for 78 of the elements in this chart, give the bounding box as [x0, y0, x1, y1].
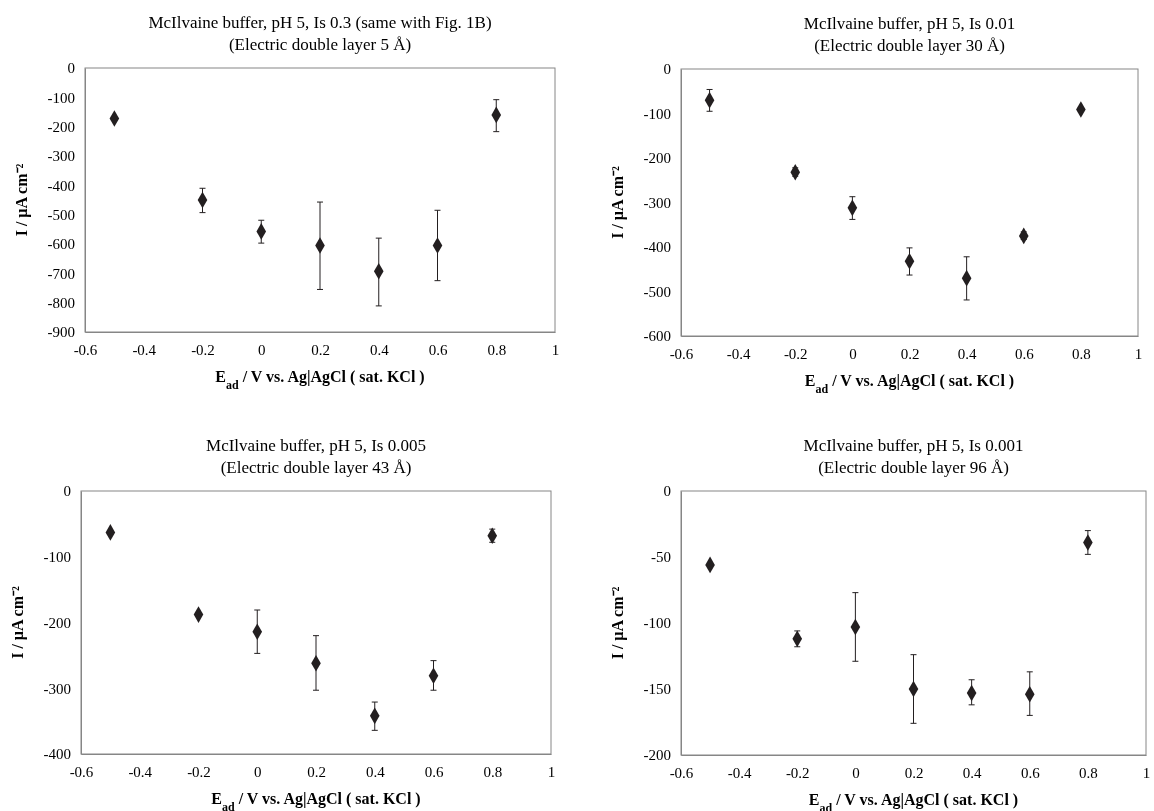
x-tick-label: 0.6 — [1014, 345, 1035, 362]
x-tick-label: -0.4 — [727, 764, 752, 781]
x-tick-label: -0.6 — [73, 341, 98, 358]
x-tick-label: 1 — [547, 763, 556, 780]
x-tick-label: 1 — [1142, 764, 1151, 781]
x-tick-label: 0.4 — [369, 341, 390, 358]
x-tick-label: 0.6 — [428, 341, 448, 358]
y-axis-title: I / μA cm⁻² — [13, 163, 31, 237]
x-tick-label: 0.8 — [1079, 764, 1098, 781]
x-tick-label: 0.6 — [1020, 764, 1041, 781]
x-tick-label: 0 — [852, 764, 860, 781]
x-tick-label: -0.2 — [187, 763, 211, 780]
x-axis-title: E$_{ad}$ / V vs. Ag|AgCl ( sat. KCl ) — [215, 368, 425, 392]
chart-subtitle: (Electric double layer 96 Å) — [818, 458, 1009, 477]
x-tick-label: -0.4 — [726, 345, 751, 362]
x-tick-label: -0.2 — [191, 341, 215, 358]
y-tick-label: -300 — [643, 194, 671, 211]
y-tick-label: -150 — [643, 681, 671, 698]
y-tick-label: -200 — [47, 118, 75, 135]
x-axis-title: E$_{ad}$ / V vs. Ag|AgCl ( sat. KCl ) — [804, 372, 1015, 396]
y-axis-title: I / μA cm⁻² — [9, 585, 27, 659]
y-tick-label: -400 — [643, 239, 671, 256]
y-tick-label: -600 — [47, 236, 75, 253]
chart-title: McIlvaine buffer, pH 5, Is 0.01 — [803, 14, 1016, 33]
y-tick-label: 0 — [663, 61, 671, 78]
x-axis-title: E$_{ad}$ / V vs. Ag|AgCl ( sat. KCl ) — [211, 790, 421, 811]
y-tick-label: 0 — [663, 483, 671, 500]
y-tick-label: -300 — [47, 148, 75, 165]
y-tick-label: 0 — [63, 483, 71, 500]
x-tick-label: -0.6 — [669, 764, 694, 781]
chart-title: McIlvaine buffer, pH 5, Is 0.3 (same with Fig. 1B) — [148, 13, 492, 32]
chart-subtitle: (Electric double layer 5 Å) — [228, 35, 412, 54]
x-tick-label: 0.2 — [904, 764, 924, 781]
x-tick-label: -0.2 — [783, 345, 808, 362]
y-tick-label: -200 — [643, 747, 671, 764]
x-tick-label: 1 — [551, 341, 560, 358]
chart-subtitle: (Electric double layer 43 Å) — [220, 458, 412, 477]
y-tick-label: -200 — [43, 614, 71, 631]
chart-title: McIlvaine buffer, pH 5, Is 0.005 — [206, 436, 426, 455]
chart-title: McIlvaine buffer, pH 5, Is 0.001 — [803, 436, 1024, 455]
x-tick-label: 0 — [258, 341, 266, 358]
y-tick-label: -100 — [643, 615, 671, 632]
x-tick-label: 0.2 — [900, 345, 920, 362]
y-axis-title: I / μA cm⁻² — [609, 165, 627, 239]
y-tick-label: -300 — [43, 680, 71, 697]
x-tick-label: 0.4 — [957, 345, 977, 362]
y-tick-label: -100 — [47, 89, 75, 106]
x-tick-label: 1 — [1134, 345, 1143, 362]
y-tick-label: -100 — [643, 105, 671, 122]
x-tick-label: -0.6 — [69, 763, 94, 780]
y-tick-label: -500 — [643, 283, 671, 300]
y-tick-label: -400 — [47, 177, 75, 194]
y-tick-label: -800 — [47, 294, 75, 311]
y-tick-label: -50 — [651, 549, 671, 566]
y-tick-label: -500 — [47, 206, 75, 223]
x-tick-label: 0.8 — [487, 341, 507, 358]
x-tick-label: 0.2 — [311, 341, 330, 358]
y-axis-title: I / μA cm⁻² — [609, 586, 627, 660]
x-tick-label: 0.4 — [962, 764, 982, 781]
x-tick-label: 0.6 — [424, 763, 444, 780]
x-tick-label: -0.4 — [128, 763, 153, 780]
x-tick-label: -0.4 — [132, 341, 157, 358]
x-tick-label: -0.2 — [785, 764, 810, 781]
y-tick-label: 0 — [67, 60, 75, 77]
x-tick-label: 0.4 — [365, 763, 386, 780]
y-tick-label: -900 — [47, 324, 75, 341]
x-tick-label: 0.2 — [307, 763, 326, 780]
x-tick-label: 0 — [849, 345, 857, 362]
x-tick-label: 0.8 — [483, 763, 503, 780]
x-tick-label: 0 — [254, 763, 262, 780]
x-tick-label: 0.8 — [1072, 345, 1091, 362]
y-tick-label: -200 — [643, 150, 671, 167]
x-tick-label: -0.6 — [669, 345, 694, 362]
chart-subtitle: (Electric double layer 30 Å) — [814, 36, 1005, 55]
y-tick-label: -400 — [43, 746, 71, 763]
y-tick-label: -100 — [43, 549, 71, 566]
y-tick-label: -700 — [47, 265, 75, 282]
y-tick-label: -600 — [643, 328, 671, 345]
